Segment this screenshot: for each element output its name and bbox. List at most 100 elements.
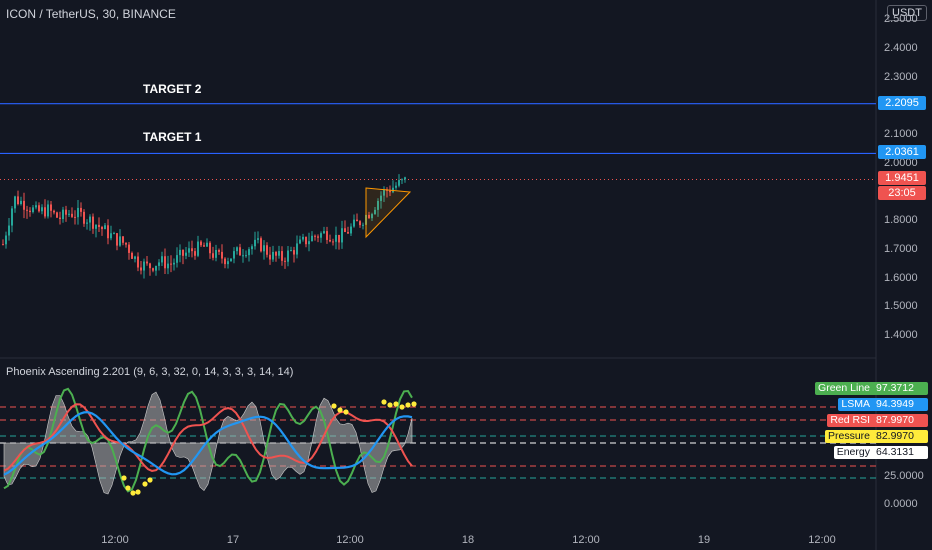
candle-body [332,241,334,243]
candle-body [290,250,292,252]
candle-body [149,263,151,269]
pressure-dot [393,401,399,407]
candle-body [281,251,283,261]
pressure-dot [399,404,405,410]
candle-body [167,263,169,269]
indicator-legend-row: Energy 64.3131 [833,446,928,459]
candle-body [83,211,85,224]
candle-body [224,258,226,265]
candle-body [152,268,154,271]
candle-body [389,190,391,193]
candle-body [104,225,106,230]
candle-body [29,210,31,213]
candle-body [362,224,364,226]
candle-body [95,224,97,229]
candle-body [269,254,271,260]
candle-body [236,247,238,252]
candle-body [146,261,148,264]
price-tick: 1.5000 [884,300,918,313]
candle-body [176,255,178,263]
indicator-series-name: Red RSI [827,414,873,427]
candle-body [35,205,37,208]
candle-body [41,207,43,212]
candle-body [401,179,403,181]
pressure-dot [411,401,417,407]
pressure-dot [405,402,411,408]
symbol-title[interactable]: ICON / TetherUS, 30, BINANCE [6,7,176,21]
indicator-legend-row: Green Line 97.3712 [815,382,928,395]
candle-body [71,213,73,217]
candle-body [2,244,4,246]
pressure-dot [331,403,337,409]
candle-body [119,236,121,246]
indicator-tick: 0.0000 [884,498,918,510]
candle-body [371,214,373,219]
pressure-dot [121,475,127,481]
candle-body [356,219,358,222]
candle-body [251,246,253,250]
target-1-price-badge: 2.0361 [878,145,926,159]
candle-body [23,200,25,210]
candle-body [194,251,196,256]
candle-body [350,226,352,234]
candle-body [164,256,166,269]
candle-body [59,217,61,219]
candle-body [398,180,400,186]
pressure-dot [125,485,131,491]
candle-body [122,236,124,243]
candle-body [44,207,46,217]
candle-body [173,262,175,265]
candle-body [191,248,193,252]
candle-body [32,207,34,213]
candle-body [68,213,70,215]
indicator-series-value: 97.3712 [873,382,928,395]
price-tick: 1.7000 [884,242,918,255]
triangle-pattern [365,187,412,239]
candle-body [395,185,397,188]
candle-body [329,239,331,242]
time-tick: 12:00 [336,534,364,546]
candle-body [101,226,103,230]
indicator-series-name: Pressure [824,430,873,443]
candle-body [293,250,295,255]
pressure-dot [135,489,141,495]
candle-body [221,251,223,259]
indicator-title[interactable]: Phoenix Ascending 2.201 (9, 6, 3, 32, 0,… [6,366,294,378]
currency-button[interactable]: USDT [887,5,927,21]
candle-body [368,214,370,219]
candle-body [161,256,163,263]
candle-body [344,228,346,233]
candle-body [134,256,136,259]
candle-body [89,216,91,223]
candle-body [200,241,202,246]
indicator-series-name: LSMA [838,398,873,411]
candle-body [185,252,187,256]
candle-body [311,235,313,242]
candle-body [302,236,304,240]
pressure-dot [381,399,387,405]
candle-body [233,251,235,259]
candle-body [275,251,277,256]
candle-body [143,261,145,271]
pressure-dot [387,402,393,408]
candle-body [314,235,316,237]
candle-body [359,221,361,226]
candle-body [305,236,307,245]
candle-body [8,225,10,236]
candle-body [197,241,199,256]
candle-body [125,242,127,245]
candle-body [242,255,244,257]
candle-body [128,244,130,253]
price-tick: 2.3000 [884,70,918,83]
candle-body [188,248,190,253]
lsma-series [3,411,413,476]
candle-body [326,231,328,240]
candle-body [212,253,214,258]
candle-body [287,250,289,262]
candle-body [299,239,301,244]
candle-body [404,177,406,180]
candle-body [203,245,205,247]
candle-body [227,261,229,265]
candle-body [56,212,58,218]
